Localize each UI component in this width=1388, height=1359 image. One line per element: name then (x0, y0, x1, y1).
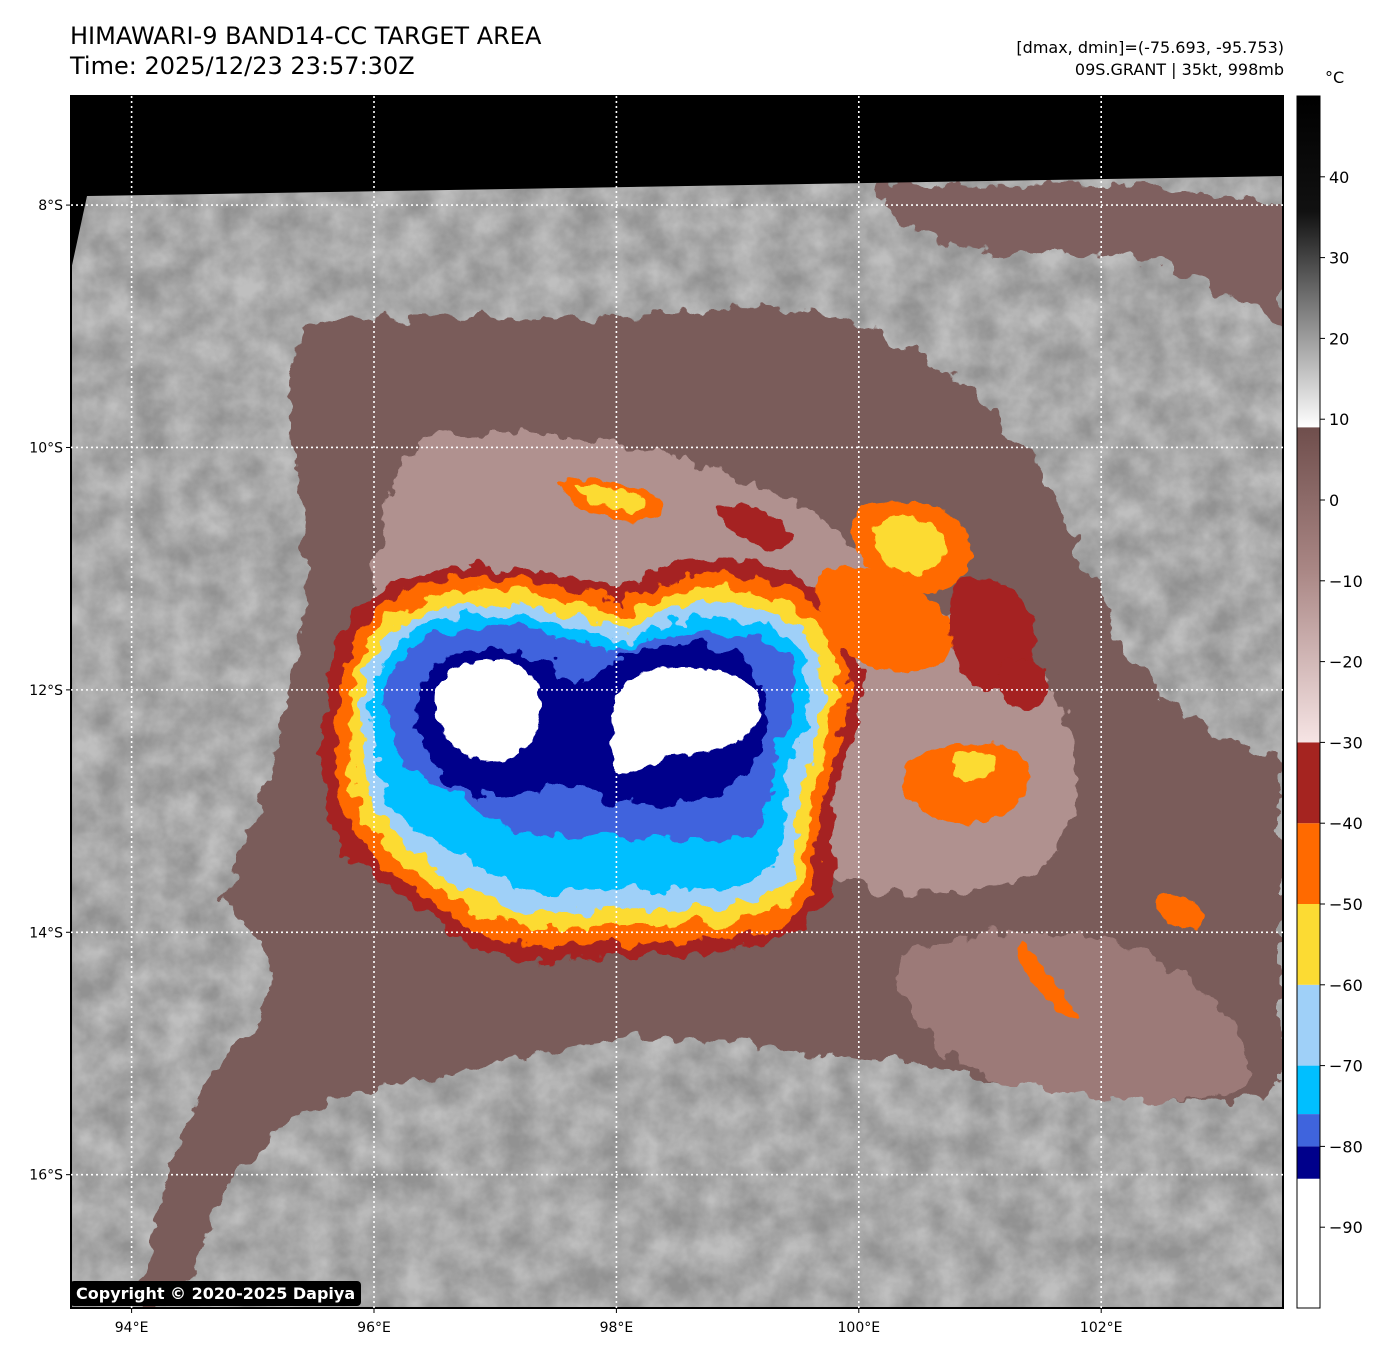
copyright-label: Copyright © 2020-2025 Dapiya (70, 1281, 362, 1306)
colorbar-band (1297, 96, 1320, 428)
longitude-label: 98°E (600, 1320, 634, 1336)
longitude-label: 96°E (357, 1320, 391, 1336)
latitude-label: 12°S (29, 683, 63, 699)
longitude-labels: 94°E 96°E 98°E 100°E 102°E (115, 1320, 1123, 1336)
latitude-label: 8°S (38, 198, 63, 214)
storm-info: 09S.GRANT | 35kt, 998mb (1074, 60, 1284, 79)
colorbar-band (1297, 1065, 1320, 1115)
colorbar-tick-label: 40 (1329, 168, 1349, 187)
colorbar-tick-label: 0 (1329, 491, 1339, 510)
colorbar-tick-label: −60 (1329, 976, 1363, 995)
colorbar-tick-label: −50 (1329, 895, 1363, 914)
colorbar-band (1297, 904, 1320, 985)
longitude-label: 102°E (1080, 1320, 1123, 1336)
graticule (66, 96, 1283, 1313)
plot-frame (70, 95, 1284, 1309)
colorbar-tick-label: −80 (1329, 1137, 1363, 1156)
latitude-label: 14°S (29, 925, 63, 941)
colorbar-tick-label: −90 (1329, 1218, 1363, 1237)
colorbar-band (1297, 427, 1320, 743)
map-title: HIMAWARI-9 BAND14-CC TARGET AREA (70, 22, 542, 50)
satellite-imagery (71, 96, 1283, 1308)
colorbar: 40 30 20 10 0 −10 −20 −30 −40 −50 −60 −70 −80 −90 (1296, 95, 1363, 1309)
colorbar-tick-label: −10 (1329, 572, 1363, 591)
dmax-dmin-readout: [dmax, dmin]=(-75.693, -95.753) (1016, 38, 1284, 57)
observation-time: Time: 2025/12/23 23:57:30Z (70, 52, 415, 80)
colorbar-band (1297, 984, 1320, 1066)
colorbar-tick-label: −40 (1329, 814, 1363, 833)
latitude-label: 16°S (29, 1168, 63, 1184)
colorbar-tick-label: 10 (1329, 410, 1349, 429)
colorbar-unit: °C (1325, 68, 1345, 87)
colorbar-tick-label: −30 (1329, 733, 1363, 752)
colorbar-band (1297, 1146, 1320, 1179)
longitude-label: 94°E (115, 1320, 149, 1336)
colorbar-band (1297, 823, 1320, 904)
longitude-label: 100°E (838, 1320, 881, 1336)
colorbar-tick-label: 20 (1329, 329, 1349, 348)
colorbar-band (1297, 1178, 1320, 1308)
colorbar-tick-label: 30 (1329, 249, 1349, 268)
latitude-label: 10°S (29, 440, 63, 456)
colorbar-band (1297, 742, 1320, 824)
colorbar-tick-label: −20 (1329, 653, 1363, 672)
colorbar-band (1297, 1114, 1320, 1147)
latitude-labels: 8°S 10°S 12°S 14°S 16°S (29, 198, 63, 1184)
colorbar-tick-label: −70 (1329, 1057, 1363, 1076)
